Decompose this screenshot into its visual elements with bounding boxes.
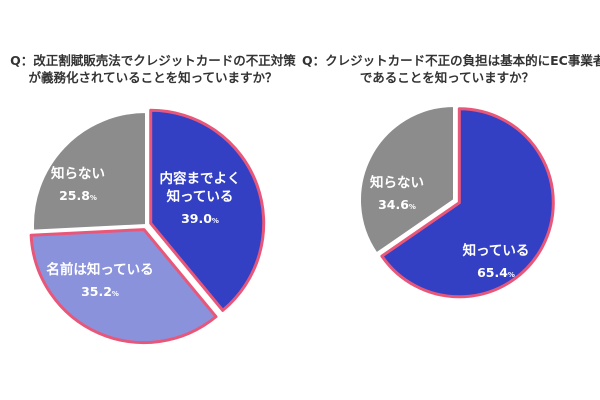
pie-slice-dont-know xyxy=(359,105,455,255)
chart-title-left: Q：改正割賦販売法でクレジットカードの不正対策 が義務化されていることを知ってい… xyxy=(8,52,298,86)
slice-label-text-know-1: 知っている xyxy=(463,242,530,259)
slice-label-text-know-details-1: 内容までよく xyxy=(160,170,241,187)
pie-slice-know xyxy=(380,107,555,299)
chart-title-left-line-1: Q：改正割賦販売法でクレジットカードの不正対策 xyxy=(10,53,296,68)
slice-value-know-name: 35.2% xyxy=(81,284,119,299)
pie-slice-dont-know xyxy=(32,111,147,232)
slice-label-text-dont-know-1: 知らない xyxy=(370,174,424,191)
slice-label-dont-know: 知らない 34.6% xyxy=(370,174,424,212)
slice-label-know-name: 名前は知っている 35.2% xyxy=(46,261,153,299)
pie-slice-know-name xyxy=(29,228,218,345)
chart-title-right-line-1: Q：クレジットカード不正の負担は基本的にEC事業者 xyxy=(302,53,600,68)
slice-label-know: 知っている 65.4% xyxy=(463,242,530,280)
slice-label-text-dont-know-1: 知らない xyxy=(51,165,105,182)
slice-label-text-know-details-2: 知っている xyxy=(167,188,234,205)
pie-slice-know-details xyxy=(149,108,266,312)
chart-title-left-line-2: が義務化されていることを知っていますか？ xyxy=(28,70,278,85)
slice-value-dont-know: 34.6% xyxy=(378,197,416,212)
slice-label-text-know-name-1: 名前は知っている xyxy=(46,261,153,278)
slice-value-dont-know: 25.8% xyxy=(59,188,97,203)
chart-title-right-line-2: であることを知っていますか？ xyxy=(359,70,535,85)
slice-value-know: 65.4% xyxy=(477,265,515,280)
slice-value-know-details: 39.0% xyxy=(181,211,219,226)
slice-label-dont-know: 知らない 25.8% xyxy=(51,165,105,203)
chart-title-right: Q：クレジットカード不正の負担は基本的にEC事業者 であることを知っていますか？ xyxy=(302,52,600,86)
